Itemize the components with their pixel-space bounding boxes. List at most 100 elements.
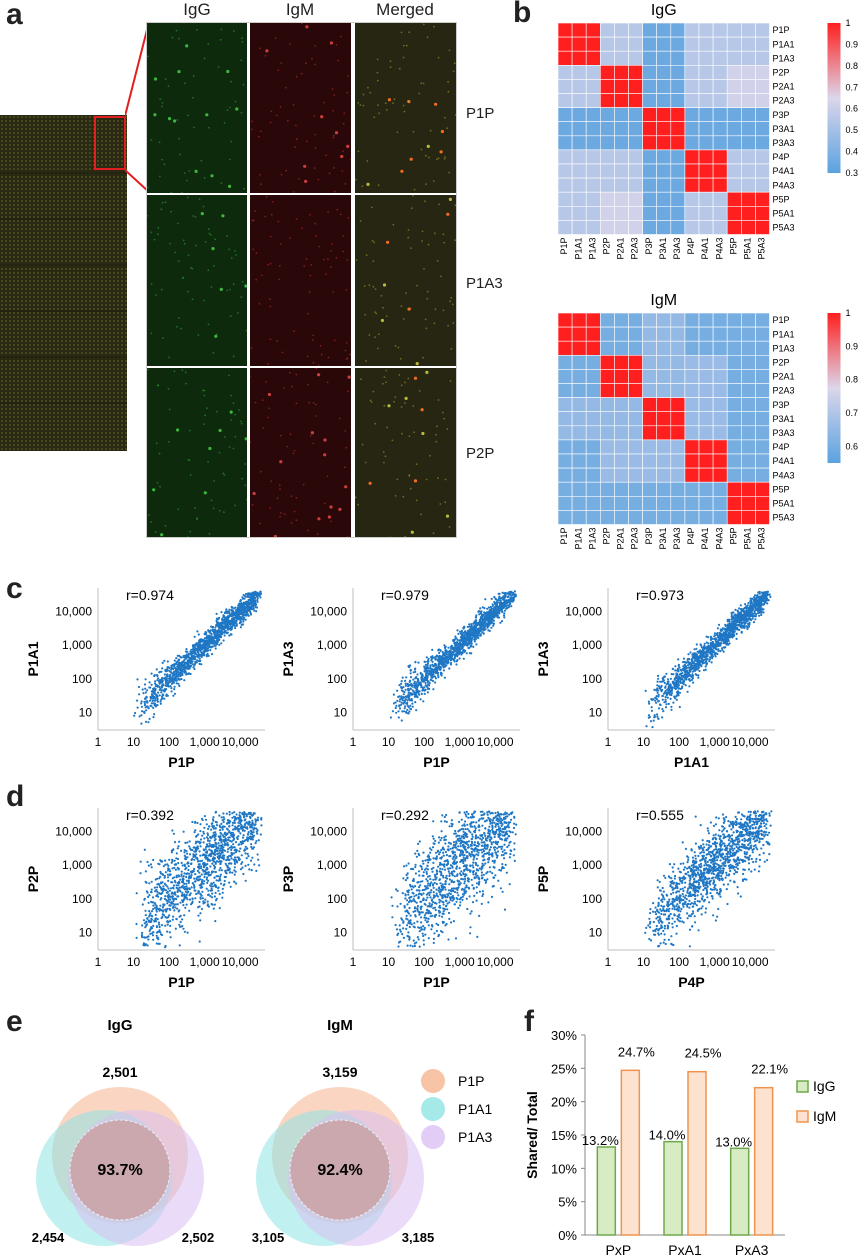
heatmap-cell [628,383,643,398]
heatmap-cell [585,355,601,370]
heatmap-row-label: P2A1 [773,82,795,92]
heatmap-cell [614,355,629,370]
heatmap-cell [557,65,573,80]
heatmap-cell [656,425,672,441]
venn-count-right: 3,185 [402,1230,435,1245]
heatmap-cell [726,369,742,384]
heatmap-cell [557,369,573,384]
heatmap-cell [698,453,714,469]
heatmap-col-label: P1A1 [573,528,583,550]
heatmap-cell [726,79,742,94]
heatmap-cell [571,312,587,328]
heatmap-cell [670,467,686,483]
x-tick-label: 10 [127,955,141,969]
heatmap-cell [557,467,573,483]
heatmap-cell [712,411,728,427]
col-header-merged: Merged [376,0,434,19]
heatmap-row-label: P1P [773,25,790,35]
heatmap-cell [571,411,587,427]
heatmap-cell [656,369,672,384]
heatmap-col-label: P3A1 [658,528,668,550]
heatmap-cell [642,22,657,38]
heatmap-cell [557,312,573,328]
heatmap-cell [712,383,728,398]
y-tick-label: 10,000 [310,605,347,619]
scatter-points [133,590,262,725]
venn-center-value: 92.4% [317,1162,362,1179]
heatmap-cell [628,369,643,384]
y-tick-label: 10 [589,705,603,719]
heatmap-cell [656,79,672,94]
heatmap-col-label: P3A3 [672,528,682,550]
heatmap-cell [712,439,728,455]
heatmap-cell [670,411,686,427]
heatmap-cell [599,191,615,207]
bar-igg [729,1147,750,1236]
heatmap-cell [755,93,770,108]
heatmap-cell [571,191,587,207]
heatmap-cell [741,496,756,511]
heatmap-cell [557,220,573,235]
heatmap-cell [642,65,657,80]
heatmap-row-label: P4A3 [773,180,795,190]
heatmap-cell [628,467,643,483]
heatmap-col-label: P5P [728,528,738,545]
heatmap-cell [726,135,742,151]
y-axis-label: Shared/ Total [524,1091,540,1179]
y-tick-label: 1,000 [62,858,92,872]
heatmap-col-label: P4A1 [700,238,710,260]
heatmap-cell [670,220,686,235]
heatmap-cell [656,397,672,412]
heatmap-cell [628,206,643,221]
heatmap-cell [726,481,742,497]
heatmap-cell [614,50,629,66]
heatmap-cell [712,425,728,441]
heatmap-cell [726,65,742,80]
heatmap-cell [755,383,770,398]
heatmap-cell [684,121,700,137]
heatmap-cell [614,220,629,235]
bar-igm [620,1069,641,1236]
y-tick-label: 100 [582,892,602,906]
venn-count-top: 3,159 [322,1064,357,1080]
heatmap-cell [614,163,629,179]
colorbar-tick: 0.7 [846,82,859,92]
heatmap-cell [684,340,700,356]
heatmap-col-label: P1A3 [587,528,597,550]
y-axis-label: P1A3 [535,641,551,676]
heatmap-cell [614,191,629,207]
heatmap-cell [712,312,728,328]
heatmap-col-label: P3P [644,528,654,545]
x-tick-label: 1,000 [445,735,475,749]
heatmap-cell [741,65,756,80]
heatmap-cell [726,93,742,108]
col-header-igm: IgM [285,0,315,19]
heatmap-cell [726,107,742,122]
x-tick-label: 10,000 [222,735,259,749]
zoom-lines [125,21,150,193]
heatmap-cell [557,22,573,38]
heatmap-cell [628,481,643,497]
heatmap-col-label: P3A1 [658,238,668,260]
heatmap-cell [726,50,742,66]
heatmap-cell [571,163,587,179]
colorbar-tick: 0.3 [846,168,859,178]
heatmap-cell [614,397,629,412]
heatmap-cell [614,93,629,108]
heatmap-cell [599,481,615,497]
heatmap-cell [614,510,629,525]
heatmap-cell [712,326,728,342]
heatmap-col-label: P2A1 [616,238,626,260]
heatmap-cell [698,79,714,94]
heatmap-cell [741,326,756,342]
heatmap-cell [557,93,573,108]
heatmap-col-label: P3A3 [672,238,682,260]
heatmap-row-label: P1A1 [773,329,795,339]
x-tick-label: 1,000 [700,955,730,969]
venn-legend-swatch [421,1069,445,1093]
heatmap-cell [642,510,657,525]
venn-title: IgM [327,1017,353,1034]
heatmap-cell [726,22,742,38]
y-tick-label: 1,000 [572,858,602,872]
scatter-d2: 1 10 100 1,000 10,000101001,00010,000P1PP3Pr… [280,807,520,990]
